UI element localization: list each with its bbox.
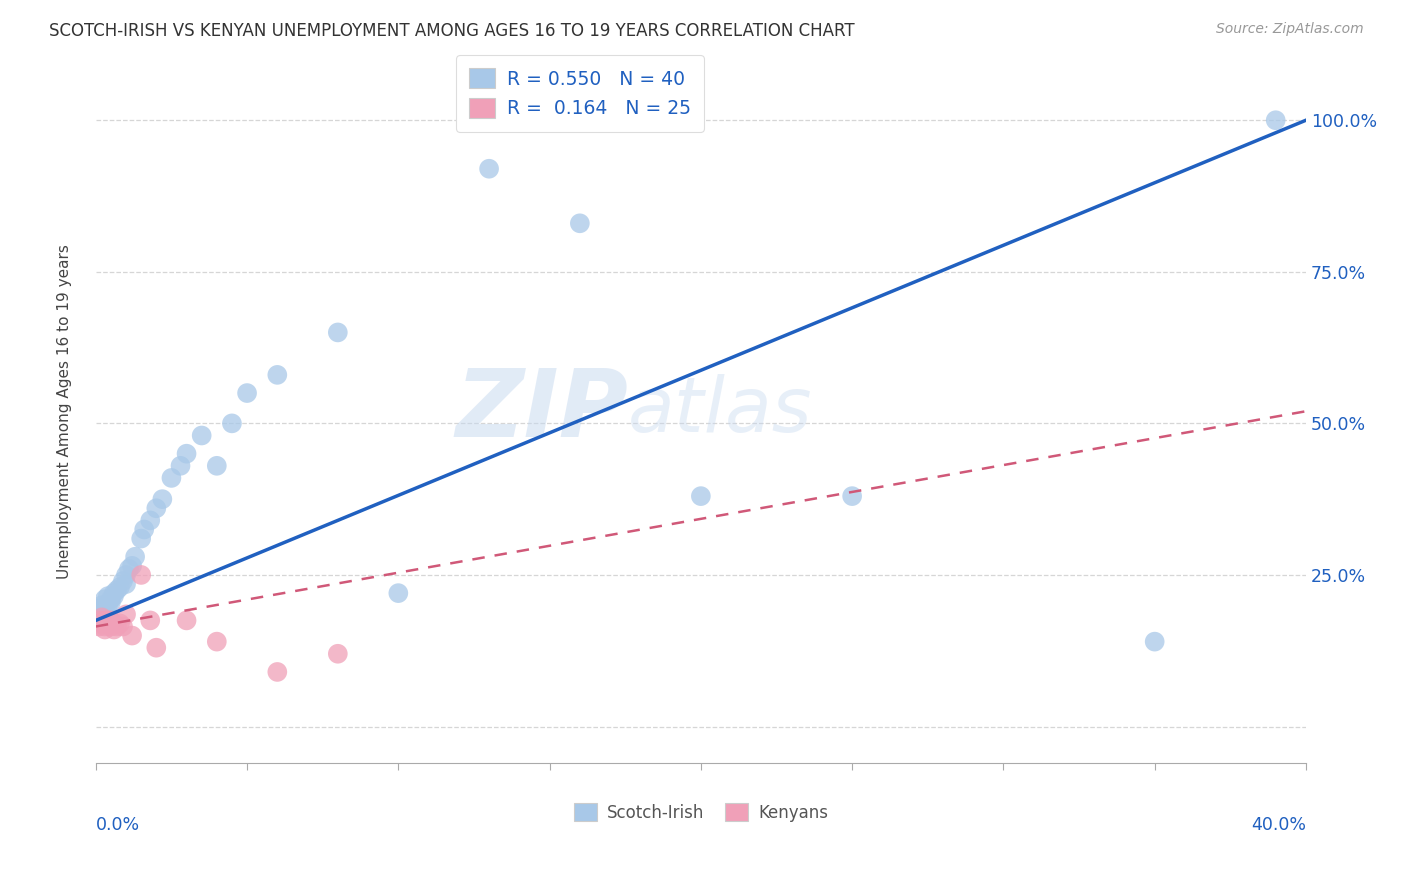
Point xyxy=(97,589,120,603)
Point xyxy=(176,447,198,461)
Point xyxy=(105,583,128,598)
Point xyxy=(236,386,259,401)
Point xyxy=(94,614,117,628)
Point xyxy=(108,580,131,594)
Point xyxy=(326,326,349,340)
Text: 0.0%: 0.0% xyxy=(96,815,141,834)
Point xyxy=(1264,113,1286,128)
Point xyxy=(90,607,112,622)
Text: Source: ZipAtlas.com: Source: ZipAtlas.com xyxy=(1216,22,1364,37)
Point xyxy=(124,549,146,564)
Point xyxy=(100,614,122,628)
Point xyxy=(105,619,128,633)
Point xyxy=(387,586,409,600)
Point xyxy=(115,568,138,582)
Point xyxy=(118,562,141,576)
Point xyxy=(1143,634,1166,648)
Point xyxy=(689,489,711,503)
Point xyxy=(115,607,138,622)
Text: atlas: atlas xyxy=(628,375,813,449)
Point xyxy=(139,513,162,527)
Point xyxy=(87,601,110,615)
Point xyxy=(90,610,112,624)
Point xyxy=(103,586,125,600)
Point xyxy=(103,616,125,631)
Point xyxy=(190,428,212,442)
Point xyxy=(221,417,243,431)
Point xyxy=(266,665,288,679)
Point xyxy=(145,640,167,655)
Point xyxy=(87,619,110,633)
Point xyxy=(87,614,110,628)
Point xyxy=(169,458,191,473)
Point xyxy=(97,599,120,613)
Point xyxy=(568,216,591,230)
Point xyxy=(90,599,112,613)
Point xyxy=(97,614,120,628)
Point xyxy=(145,501,167,516)
Point xyxy=(111,619,134,633)
Point xyxy=(94,619,117,633)
Point xyxy=(134,523,156,537)
Text: ZIP: ZIP xyxy=(456,365,628,458)
Point xyxy=(94,592,117,607)
Point xyxy=(176,614,198,628)
Point xyxy=(150,492,173,507)
Point xyxy=(90,616,112,631)
Point xyxy=(94,601,117,615)
Point xyxy=(111,574,134,588)
Point xyxy=(103,589,125,603)
Point xyxy=(129,532,152,546)
Point xyxy=(841,489,863,503)
Point xyxy=(129,568,152,582)
Point xyxy=(103,623,125,637)
Point xyxy=(205,634,228,648)
Point xyxy=(121,558,143,573)
Point xyxy=(97,616,120,631)
Text: SCOTCH-IRISH VS KENYAN UNEMPLOYMENT AMONG AGES 16 TO 19 YEARS CORRELATION CHART: SCOTCH-IRISH VS KENYAN UNEMPLOYMENT AMON… xyxy=(49,22,855,40)
Point xyxy=(160,471,183,485)
Point xyxy=(139,614,162,628)
Point xyxy=(121,629,143,643)
Point xyxy=(94,623,117,637)
Point xyxy=(478,161,501,176)
Legend: Scotch-Irish, Kenyans: Scotch-Irish, Kenyans xyxy=(567,797,835,829)
Point xyxy=(100,592,122,607)
Point xyxy=(205,458,228,473)
Point xyxy=(108,616,131,631)
Text: 40.0%: 40.0% xyxy=(1251,815,1306,834)
Point xyxy=(115,577,138,591)
Point xyxy=(100,619,122,633)
Y-axis label: Unemployment Among Ages 16 to 19 years: Unemployment Among Ages 16 to 19 years xyxy=(58,244,72,579)
Point xyxy=(100,595,122,609)
Point xyxy=(326,647,349,661)
Point xyxy=(266,368,288,382)
